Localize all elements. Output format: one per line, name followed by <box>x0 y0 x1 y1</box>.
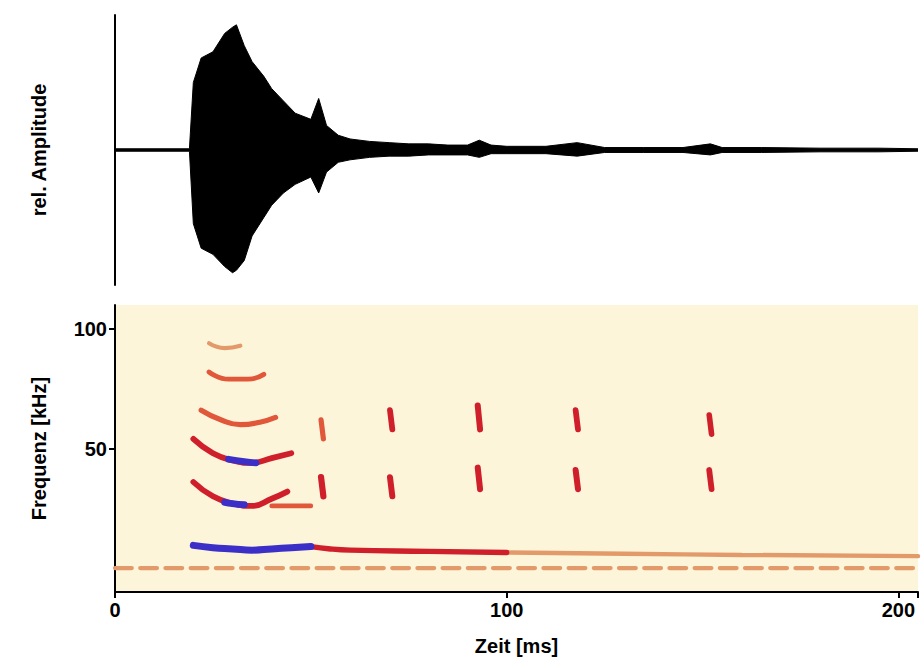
svg-text:rel. Amplitude: rel. Amplitude <box>28 84 50 217</box>
svg-text:100: 100 <box>74 318 107 340</box>
svg-text:Zeit [ms]: Zeit [ms] <box>475 635 558 657</box>
svg-text:0: 0 <box>109 599 120 621</box>
svg-text:200: 200 <box>882 599 915 621</box>
svg-text:Frequenz [kHz]: Frequenz [kHz] <box>28 377 50 520</box>
svg-text:100: 100 <box>490 599 523 621</box>
svg-text:50: 50 <box>85 438 107 460</box>
